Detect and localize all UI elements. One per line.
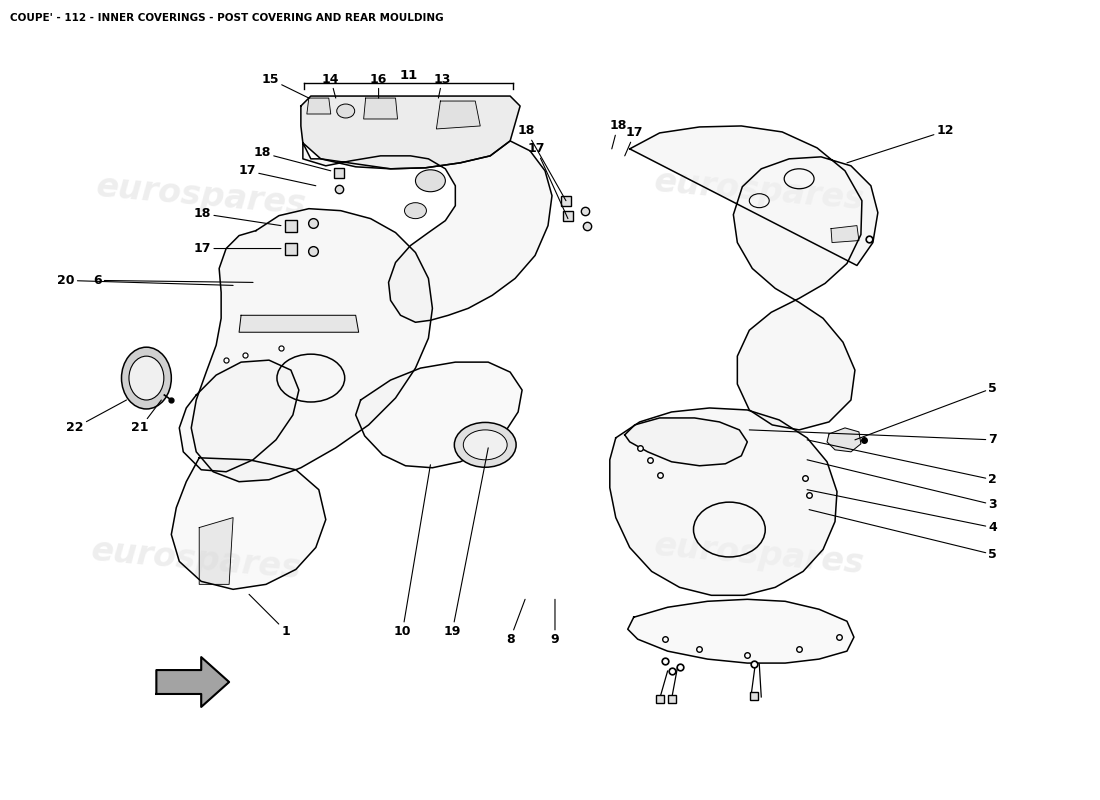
Polygon shape bbox=[191, 209, 432, 482]
Polygon shape bbox=[830, 226, 859, 242]
Text: 20: 20 bbox=[57, 274, 233, 287]
Text: 2: 2 bbox=[807, 440, 998, 486]
Ellipse shape bbox=[121, 347, 172, 409]
Ellipse shape bbox=[129, 356, 164, 400]
Polygon shape bbox=[156, 657, 229, 707]
Polygon shape bbox=[364, 98, 397, 119]
Text: 17: 17 bbox=[528, 142, 568, 218]
Text: COUPE' - 112 - INNER COVERINGS - POST COVERING AND REAR MOULDING: COUPE' - 112 - INNER COVERINGS - POST CO… bbox=[10, 14, 443, 23]
Text: 15: 15 bbox=[262, 73, 309, 98]
Text: 8: 8 bbox=[506, 599, 525, 646]
Ellipse shape bbox=[405, 202, 427, 218]
Polygon shape bbox=[437, 101, 481, 129]
Text: 18: 18 bbox=[518, 125, 565, 201]
Text: 18: 18 bbox=[194, 207, 280, 226]
Text: 17: 17 bbox=[239, 164, 316, 186]
Text: 21: 21 bbox=[132, 400, 162, 434]
Polygon shape bbox=[609, 408, 837, 595]
Polygon shape bbox=[355, 362, 522, 468]
Polygon shape bbox=[827, 428, 861, 452]
Text: 5: 5 bbox=[855, 382, 998, 440]
Text: 13: 13 bbox=[433, 73, 451, 98]
Text: 1: 1 bbox=[249, 594, 290, 638]
Text: eurospares: eurospares bbox=[95, 170, 308, 222]
Text: 5: 5 bbox=[810, 510, 998, 561]
Polygon shape bbox=[625, 418, 747, 466]
Polygon shape bbox=[628, 599, 854, 663]
Text: eurospares: eurospares bbox=[652, 165, 866, 216]
Text: eurospares: eurospares bbox=[90, 534, 302, 585]
Text: 12: 12 bbox=[847, 125, 954, 163]
Text: eurospares: eurospares bbox=[652, 529, 866, 580]
Polygon shape bbox=[629, 126, 878, 430]
Text: 14: 14 bbox=[322, 73, 340, 98]
Text: 10: 10 bbox=[394, 465, 430, 638]
Text: 22: 22 bbox=[66, 400, 126, 434]
Polygon shape bbox=[301, 96, 520, 169]
Ellipse shape bbox=[454, 422, 516, 467]
Ellipse shape bbox=[416, 170, 446, 192]
Text: 7: 7 bbox=[749, 430, 998, 446]
Ellipse shape bbox=[337, 104, 354, 118]
Polygon shape bbox=[172, 458, 326, 590]
Polygon shape bbox=[199, 518, 233, 584]
Text: 11: 11 bbox=[399, 69, 418, 82]
Text: 4: 4 bbox=[807, 490, 998, 534]
Polygon shape bbox=[239, 315, 359, 332]
Text: 18: 18 bbox=[254, 146, 331, 170]
Text: 6: 6 bbox=[92, 274, 253, 287]
Polygon shape bbox=[179, 360, 299, 472]
Text: 18: 18 bbox=[609, 119, 627, 149]
Text: 3: 3 bbox=[807, 460, 997, 511]
Text: 17: 17 bbox=[194, 242, 280, 255]
Polygon shape bbox=[307, 98, 331, 114]
Ellipse shape bbox=[463, 430, 507, 460]
Text: 19: 19 bbox=[443, 448, 488, 638]
Text: 9: 9 bbox=[551, 599, 559, 646]
Polygon shape bbox=[302, 141, 552, 322]
Text: 17: 17 bbox=[625, 126, 644, 156]
Text: 16: 16 bbox=[370, 73, 387, 98]
